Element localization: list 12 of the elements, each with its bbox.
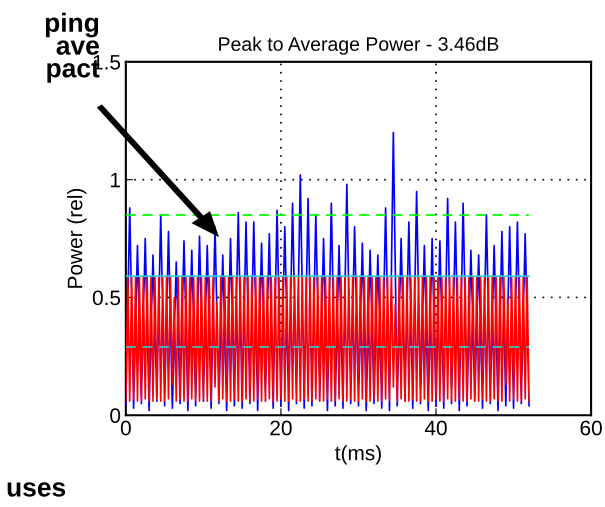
x-tick-label: 60: [580, 420, 602, 436]
x-tick-label: 0: [120, 420, 131, 436]
y-tick-label: 0: [110, 408, 120, 423]
x-tick-label: 20: [270, 420, 292, 436]
y-axis-title: Power (rel): [67, 188, 86, 288]
y-tick-label: 0.5: [92, 290, 120, 306]
chart-title: Peak to Average Power - 3.46dB: [219, 36, 498, 55]
y-tick-label: 1: [110, 172, 120, 188]
line-series: [126, 275, 530, 402]
x-tick-label: 40: [424, 420, 447, 436]
text: uses: [8, 482, 66, 497]
x-axis-title: t(ms): [335, 445, 381, 464]
